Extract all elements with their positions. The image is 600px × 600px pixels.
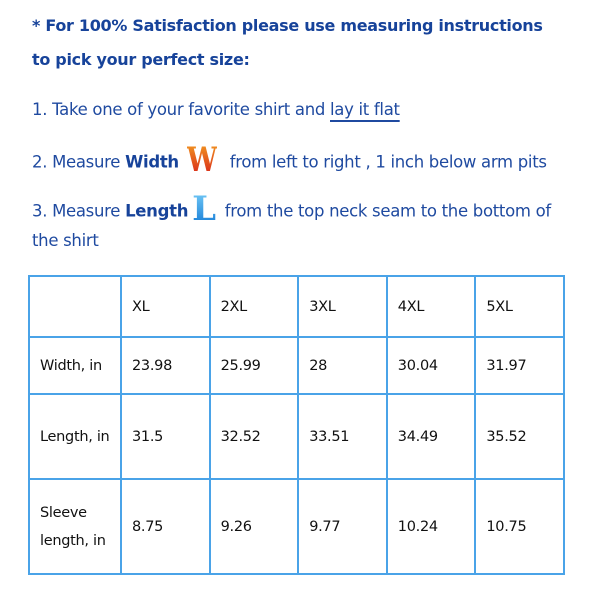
- header-cell: 5XL: [474, 275, 565, 338]
- table-cell: 34.49: [385, 393, 477, 480]
- table-cell: 35.52: [474, 393, 565, 480]
- header-cell: 3XL: [297, 275, 388, 338]
- step-3-continued: the shirt: [32, 231, 99, 250]
- length-l-icon: L: [192, 189, 216, 229]
- step-3-prefix: 3. Measure: [32, 201, 126, 221]
- table-cell: 32.52: [208, 393, 300, 480]
- header-cell: [28, 275, 122, 338]
- table-cell: 9.26: [208, 478, 300, 575]
- table-cell: 10.75: [474, 478, 565, 575]
- table-cell: 9.77: [297, 478, 388, 575]
- size-chart-table: XL 2XL 3XL 4XL 5XL Width, in 23.98 25.99…: [28, 275, 565, 575]
- step-1-text: 1. Take one of your favorite shirt and: [32, 100, 330, 119]
- step-2-prefix: 2. Measure: [32, 152, 126, 172]
- step-3: 3. Measure Length L from the top neck sea…: [32, 189, 551, 229]
- row-label: Sleeve length, in: [28, 478, 122, 575]
- table-row: Length, in 31.5 32.52 33.51 34.49 35.52: [28, 393, 565, 480]
- step-2-bold: Width: [125, 152, 179, 172]
- table-cell: 31.5: [120, 393, 211, 480]
- table-cell: 30.04: [385, 336, 477, 395]
- table-row: Width, in 23.98 25.99 28 30.04 31.97: [28, 336, 565, 395]
- header-cell: 4XL: [385, 275, 477, 338]
- table-cell: 31.97: [474, 336, 565, 395]
- row-label: Length, in: [28, 393, 122, 480]
- table-cell: 28: [297, 336, 388, 395]
- row-label: Width, in: [28, 336, 122, 395]
- step-2-suffix: from left to right , 1 inch below arm pi…: [224, 152, 547, 172]
- step-2: 2. Measure Width W from left to right , 1…: [32, 140, 547, 180]
- table-row: Sleeve length, in 8.75 9.26 9.77 10.24 1…: [28, 478, 565, 575]
- step-3-bold: Length: [125, 201, 189, 221]
- heading-line-1: * For 100% Satisfaction please use measu…: [32, 16, 543, 35]
- table-cell: 25.99: [208, 336, 300, 395]
- table-cell: 33.51: [297, 393, 388, 480]
- table-cell: 23.98: [120, 336, 211, 395]
- table-cell: 8.75: [120, 478, 211, 575]
- heading-line-2: to pick your perfect size:: [32, 50, 250, 69]
- table-header-row: XL 2XL 3XL 4XL 5XL: [28, 275, 565, 338]
- header-cell: XL: [120, 275, 211, 338]
- header-cell: 2XL: [208, 275, 300, 338]
- table-cell: 10.24: [385, 478, 477, 575]
- lay-it-flat-link[interactable]: lay it flat: [330, 100, 400, 119]
- step-1: 1. Take one of your favorite shirt and l…: [32, 100, 400, 119]
- width-w-icon: W: [186, 140, 218, 180]
- step-3-suffix: from the top neck seam to the bottom of: [219, 201, 551, 221]
